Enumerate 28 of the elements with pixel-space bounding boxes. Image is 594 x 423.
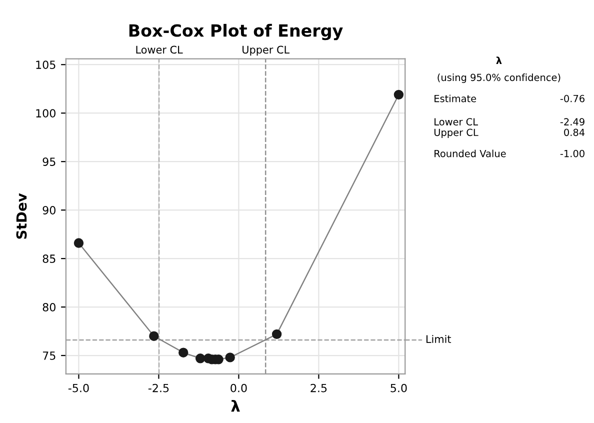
x-tick-label: -5.0 xyxy=(68,384,89,392)
y-tick-label: 80 xyxy=(42,303,56,312)
x-tick-label: 2.5 xyxy=(310,384,327,392)
text: -0.76 xyxy=(560,94,584,102)
x-tick-label: -2.5 xyxy=(148,384,169,392)
y-tick-label: 105 xyxy=(36,60,56,69)
ref-line-label: Upper CL xyxy=(242,46,290,56)
text: λ xyxy=(496,56,502,64)
x-tick-label: 5.0 xyxy=(390,384,407,392)
y-tick-label: 75 xyxy=(42,352,56,360)
text: Rounded Value xyxy=(434,150,506,158)
chart-title: Box-Cox Plot of Energy xyxy=(129,24,343,40)
y-tick-label: 90 xyxy=(42,206,56,214)
text: 0.84 xyxy=(564,128,585,136)
x-axis-title: λ xyxy=(231,400,240,412)
y-tick-label: 85 xyxy=(42,254,56,263)
x-tick-label: 0.0 xyxy=(230,384,247,392)
text: -2.49 xyxy=(560,118,584,126)
text: (using 95.0% confidence) xyxy=(438,74,560,83)
text: -1.00 xyxy=(560,150,584,158)
ref-line-label: Lower CL xyxy=(136,46,183,54)
y-axis-title: StDev xyxy=(16,193,27,239)
y-tick-label: 100 xyxy=(36,109,56,118)
text: Upper CL xyxy=(434,128,478,138)
ref-line-label: Limit xyxy=(426,334,452,343)
text: Lower CL xyxy=(434,118,478,126)
y-tick-label: 95 xyxy=(42,158,56,166)
text: Estimate xyxy=(434,94,476,102)
